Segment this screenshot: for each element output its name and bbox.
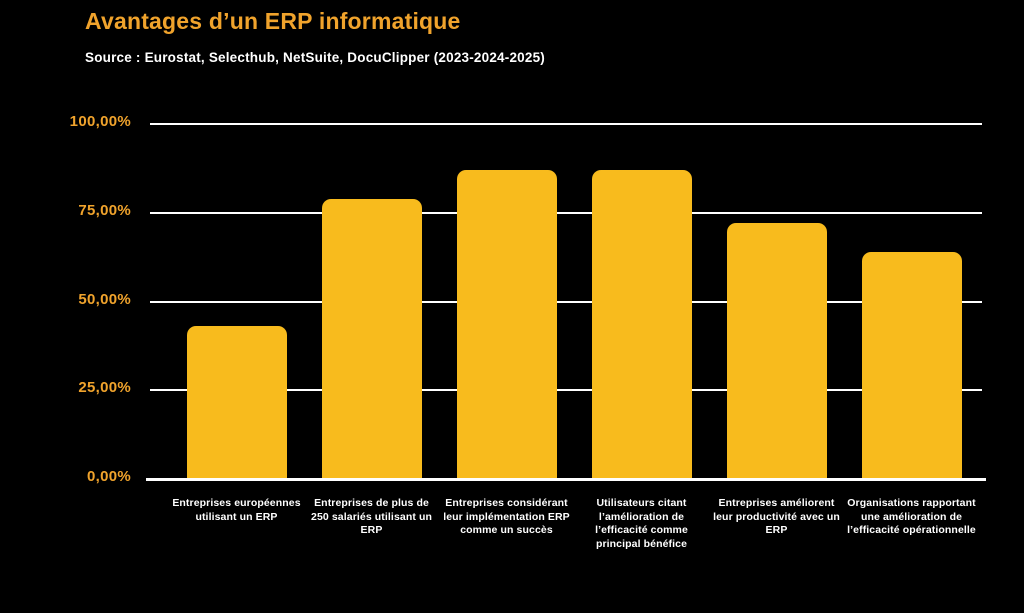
category-label-3: Entreprises considérant leur implémentat… <box>443 497 570 537</box>
y-tick-label-100: 100,00% <box>69 113 131 130</box>
chart-source-caption: Source : Eurostat, Selecthub, NetSuite, … <box>85 50 545 65</box>
x-axis-line <box>146 478 986 481</box>
gridline-50 <box>150 300 982 303</box>
gridline-25 <box>150 389 982 392</box>
bar-1 <box>187 326 287 479</box>
gridline-75 <box>150 211 982 214</box>
x-axis-category-labels: Entreprises européennes utilisant un ERP… <box>146 497 982 552</box>
gridline-100 <box>150 123 982 125</box>
y-tick-label-75: 75,00% <box>78 201 131 219</box>
bar-5 <box>727 223 827 479</box>
bar-6 <box>862 251 962 479</box>
bar-2 <box>322 198 422 479</box>
y-tick-label-50: 50,00% <box>78 290 131 308</box>
bar-4 <box>592 170 692 479</box>
plot-area: 0,00% 25,00% 50,00% 75,00% 100,00% <box>70 113 986 485</box>
category-label-5: Entreprises améliorent leur productivité… <box>713 497 840 537</box>
y-tick-label-0: 0,00% <box>86 468 131 485</box>
bar-3 <box>457 170 557 479</box>
category-label-2: Entreprises de plus de 250 salariés util… <box>311 497 432 537</box>
category-label-1: Entreprises européennes utilisant un ERP <box>172 497 301 523</box>
category-label-6: Organisations rapportant une amélioratio… <box>847 497 976 537</box>
category-label-4: Utilisateurs citant l’amélioration de l’… <box>595 497 688 550</box>
chart-title: Avantages d’un ERP informatique <box>85 8 461 34</box>
y-tick-label-25: 25,00% <box>78 379 131 397</box>
bars-layer <box>146 124 982 479</box>
